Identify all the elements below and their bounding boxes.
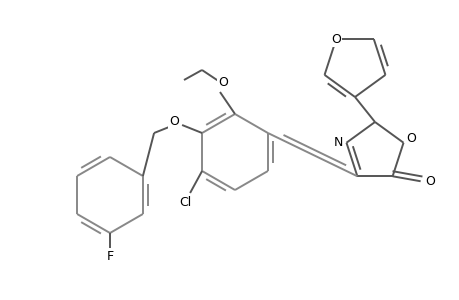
Text: O: O	[406, 132, 415, 145]
Text: O: O	[425, 175, 435, 188]
Text: O: O	[169, 115, 179, 128]
Text: Cl: Cl	[179, 196, 191, 209]
Text: O: O	[218, 76, 228, 88]
Text: N: N	[333, 136, 342, 149]
Text: F: F	[106, 250, 113, 263]
Text: O: O	[330, 33, 341, 46]
